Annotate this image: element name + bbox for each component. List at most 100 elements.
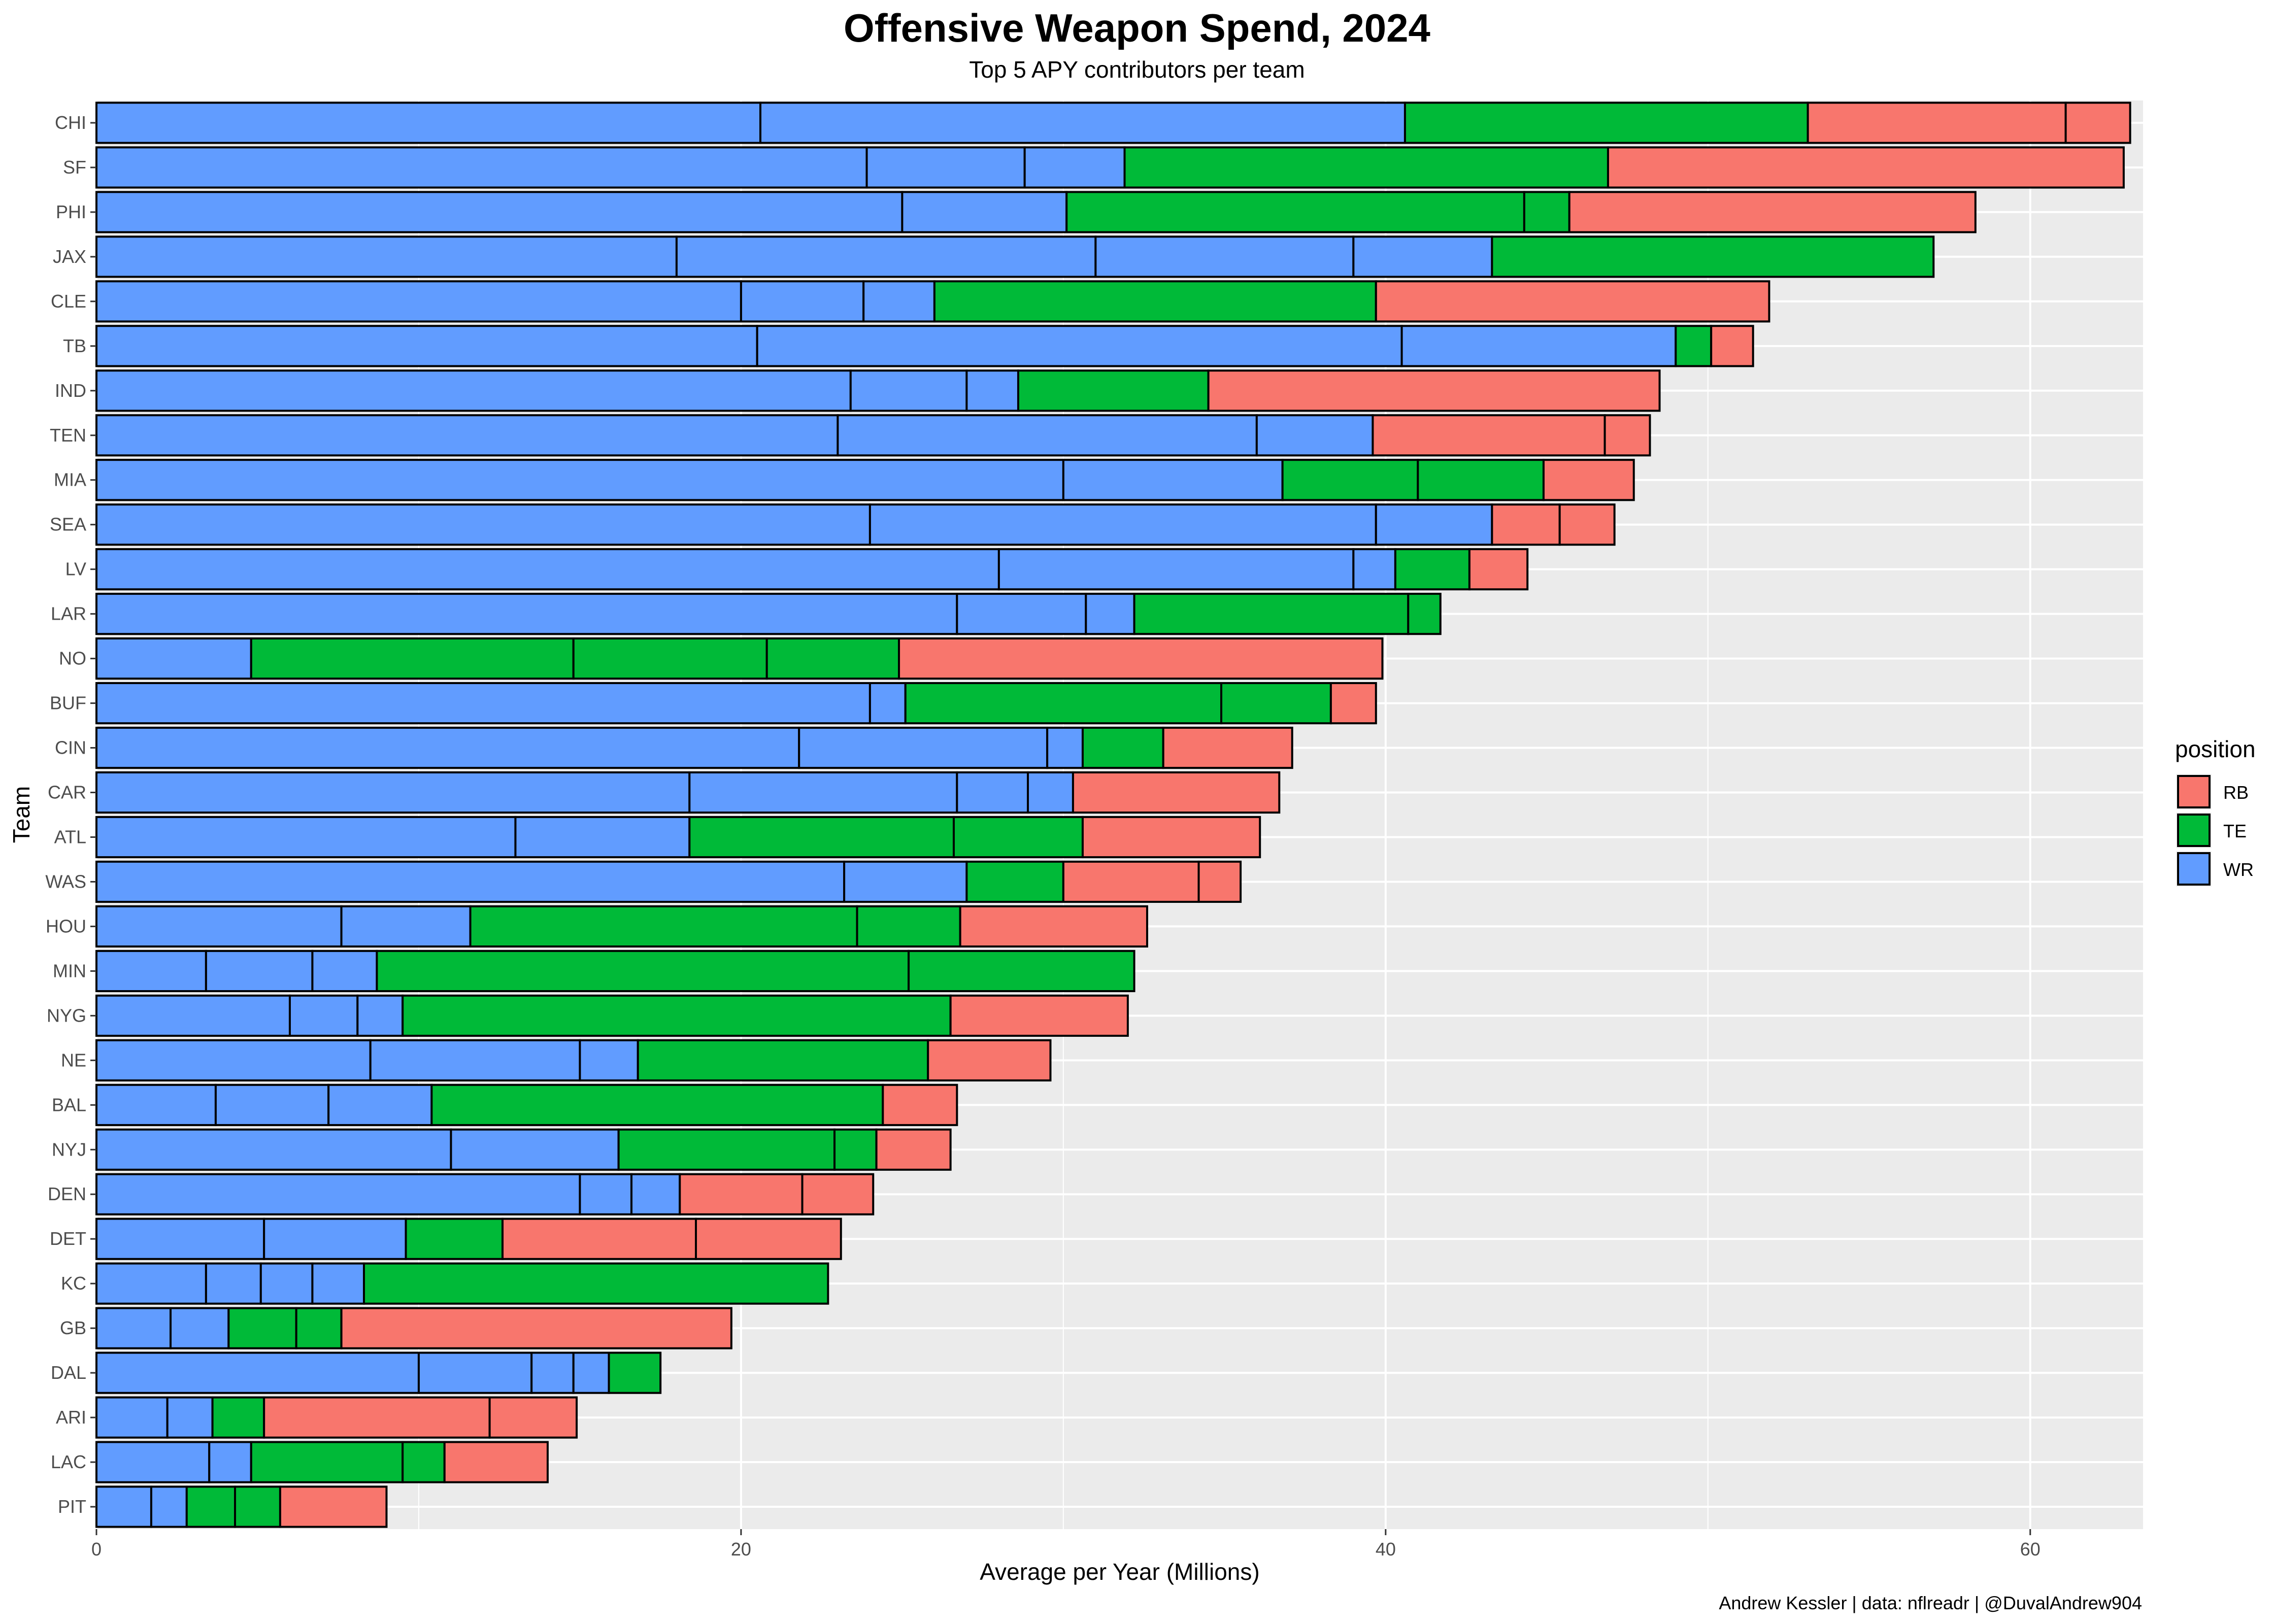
- bar-segment-rb: [1807, 101, 2067, 144]
- bar-segment-wr: [95, 593, 958, 635]
- bar-segment-rb: [1372, 414, 1606, 457]
- bar-segment-wr: [1027, 771, 1074, 814]
- bar-segment-rb: [875, 1128, 952, 1171]
- bar-segment-rb: [340, 1307, 732, 1349]
- bar-segment-te: [430, 1084, 884, 1126]
- bar-segment-wr: [340, 905, 472, 948]
- bar-segment-wr: [95, 1217, 265, 1260]
- bar-segment-te: [469, 905, 858, 948]
- team-bar-lar: [95, 593, 1442, 635]
- bar-segment-wr: [95, 1128, 452, 1171]
- y-tick-label: ATL: [54, 826, 86, 847]
- team-bar-ind: [95, 369, 1661, 412]
- bar-segment-rb: [882, 1084, 958, 1126]
- team-bar-lv: [95, 548, 1529, 591]
- bar-segment-wr: [1085, 593, 1135, 635]
- bar-segment-wr: [514, 816, 691, 859]
- y-axis-title: Team: [8, 786, 35, 843]
- team-bar-dal: [95, 1351, 662, 1394]
- y-axis-ticks: CHI SF PHI JAX CLE TB IND TEN MIA SEA LV LAR NO BUF CI…: [45, 112, 96, 1517]
- bar-segment-wr: [95, 726, 800, 769]
- bar-segment-wr: [95, 1039, 372, 1081]
- bar-segment-te: [608, 1351, 662, 1394]
- y-tick-label: KC: [61, 1273, 86, 1294]
- bar-segment-te: [363, 1262, 829, 1305]
- bar-segment-rb: [695, 1217, 842, 1260]
- x-tick-label: 60: [2020, 1539, 2041, 1560]
- bar-segment-wr: [95, 950, 207, 992]
- bar-segment-rb: [1072, 771, 1281, 814]
- bar-segment-te: [250, 1441, 404, 1483]
- bar-segment-wr: [311, 950, 378, 992]
- team-bar-cle: [95, 280, 1770, 323]
- bar-segment-wr: [1255, 414, 1374, 457]
- y-tick-label: CIN: [55, 737, 86, 758]
- bar-segment-rb: [1607, 146, 2125, 189]
- bar-segment-wr: [95, 146, 868, 189]
- legend: position RB TE WR: [2175, 736, 2256, 887]
- bar-segment-wr: [95, 191, 904, 233]
- y-tick-label: MIN: [53, 960, 86, 981]
- team-bar-atl: [95, 816, 1261, 859]
- team-bar-pit: [95, 1485, 388, 1528]
- bar-segment-te: [933, 280, 1377, 323]
- bar-segment-te: [211, 1396, 265, 1439]
- bar-segment-wr: [95, 280, 742, 323]
- bar-segment-te: [402, 1441, 446, 1483]
- team-bar-lac: [95, 1441, 549, 1483]
- y-tick-label: LAC: [51, 1451, 86, 1472]
- bar-segment-te: [1081, 726, 1164, 769]
- bar-segment-wr: [259, 1262, 314, 1305]
- bar-segment-te: [688, 816, 955, 859]
- team-bar-sea: [95, 503, 1616, 546]
- bar-segment-te: [904, 682, 1223, 725]
- y-tick-label: IND: [55, 380, 86, 401]
- y-tick-label: MIA: [54, 469, 86, 490]
- y-tick-label: ARI: [56, 1407, 86, 1428]
- y-tick-label: DEN: [48, 1183, 86, 1204]
- bar-segment-wr: [868, 503, 1377, 546]
- bar-segment-te: [965, 860, 1064, 903]
- team-bar-chi: [95, 101, 2131, 144]
- bar-segment-wr: [1062, 459, 1284, 501]
- bar-segment-rb: [1207, 369, 1661, 412]
- legend-swatch-wr: [2177, 852, 2211, 886]
- team-bar-den: [95, 1173, 875, 1215]
- bar-segment-rb: [1542, 459, 1635, 501]
- bar-segment-rb: [1558, 503, 1616, 546]
- y-tick-label: NYG: [47, 1005, 86, 1026]
- team-bar-min: [95, 950, 1135, 992]
- bar-segment-rb: [959, 905, 1148, 948]
- bar-segment-te: [1133, 593, 1410, 635]
- y-tick-label: BAL: [52, 1094, 86, 1115]
- y-tick-label: TEN: [50, 425, 86, 446]
- y-tick-label: CLE: [51, 291, 86, 312]
- bar-segment-wr: [95, 1084, 217, 1126]
- bar-segment-te: [1675, 325, 1713, 367]
- bar-segment-rb: [1329, 682, 1377, 725]
- team-bar-ne: [95, 1039, 1052, 1081]
- legend-label-wr: WR: [2223, 859, 2254, 880]
- bar-segment-wr: [759, 101, 1406, 144]
- y-tick-label: NE: [61, 1050, 86, 1070]
- bar-segment-wr: [901, 191, 1068, 233]
- team-bar-gb: [95, 1307, 732, 1349]
- bar-segment-te: [1017, 369, 1210, 412]
- bar-segment-wr: [205, 950, 314, 992]
- bar-segment-wr: [740, 280, 865, 323]
- bar-segment-wr: [95, 1396, 169, 1439]
- bar-segment-wr: [849, 369, 968, 412]
- bar-segment-te: [185, 1485, 237, 1528]
- bar-segment-wr: [95, 101, 762, 144]
- bar-segment-te: [1407, 593, 1442, 635]
- bar-segment-wr: [530, 1351, 575, 1394]
- bar-segment-wr: [95, 682, 871, 725]
- bar-segment-rb: [1162, 726, 1293, 769]
- bar-segment-te: [227, 1307, 297, 1349]
- bar-segment-wr: [95, 1262, 207, 1305]
- team-bar-tb: [95, 325, 1754, 367]
- bar-segment-wr: [572, 1351, 610, 1394]
- bar-segment-rb: [1197, 860, 1242, 903]
- bar-segment-te: [234, 1485, 281, 1528]
- bar-segment-rb: [501, 1217, 697, 1260]
